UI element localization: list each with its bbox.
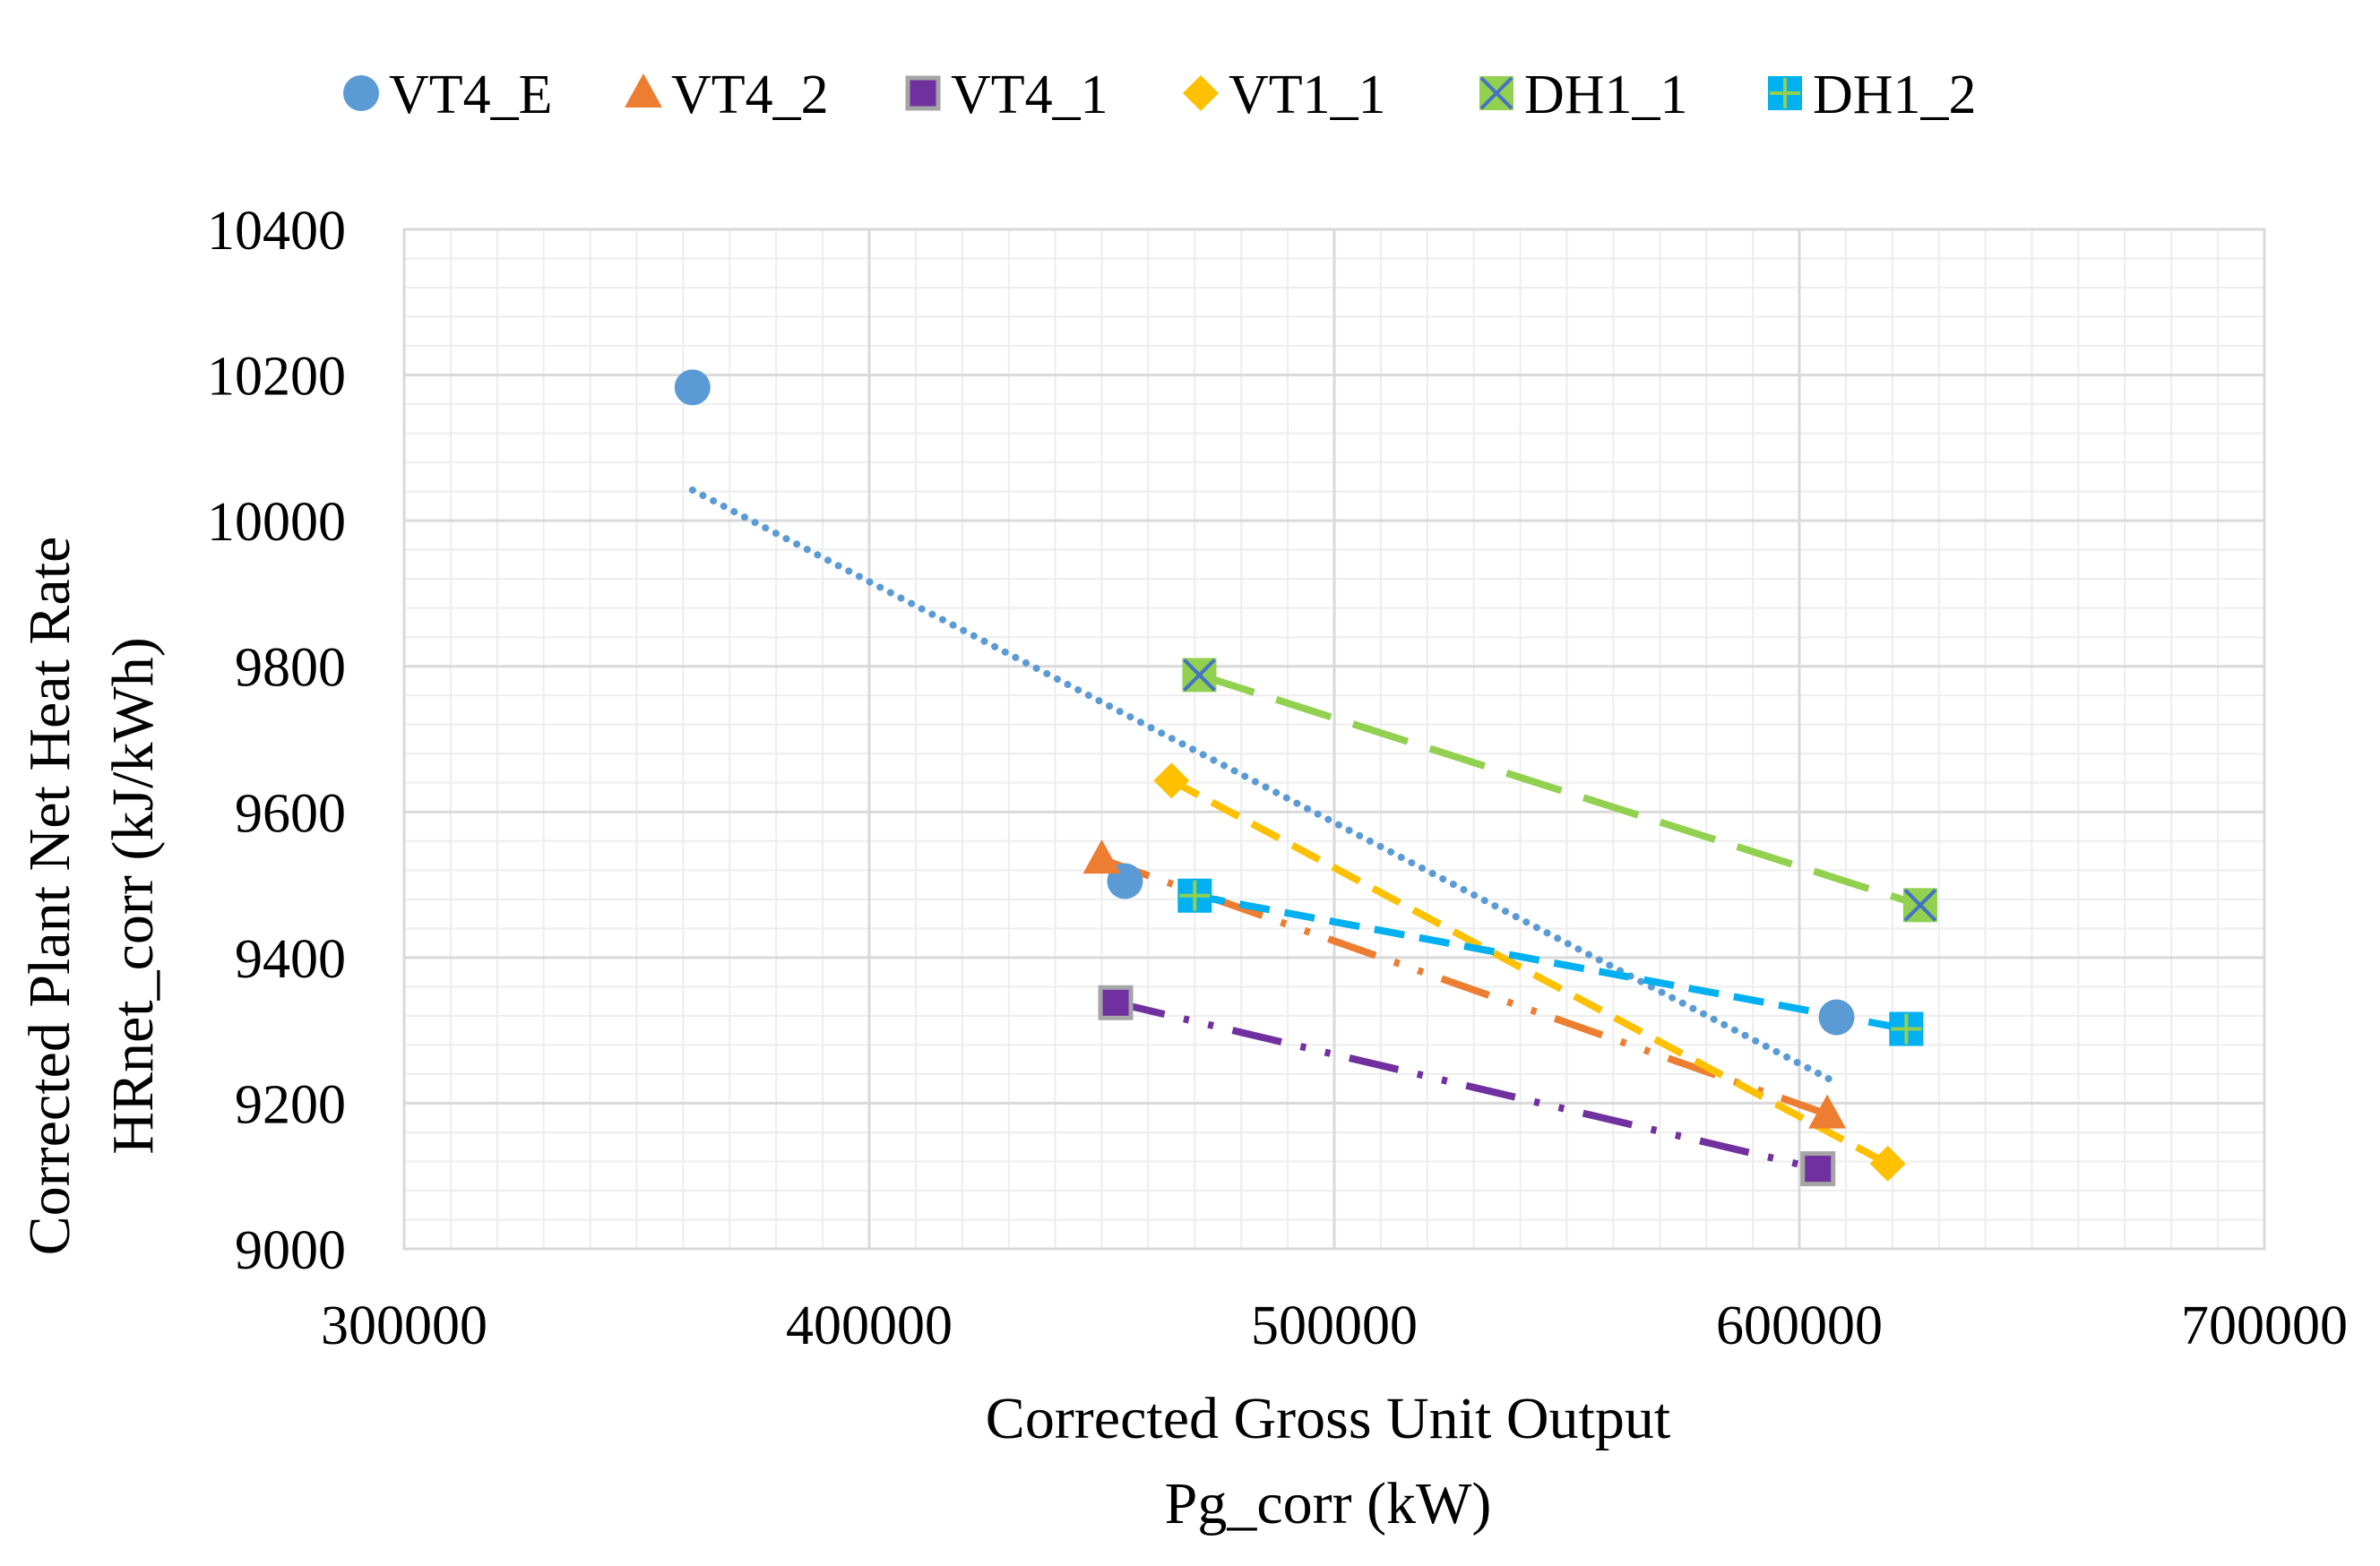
x-tick-label: 300000 [321,1295,487,1356]
plot-area-frame [402,228,2266,1251]
y-tick-label: 10000 [207,492,346,553]
trendline-vt4-e [688,486,1841,1087]
data-point-dh1-1 [1902,888,1937,923]
data-point-vt4-e [1818,999,1855,1036]
legend-marker [905,75,941,111]
legend-marker [1768,76,1802,110]
data-point-dh1-2 [1889,1011,1924,1046]
data-point-vt1-1 [1153,762,1190,799]
legend-item-vt4-e: VT4_E [343,65,553,125]
legend-item-vt4-2: VT4_2 [625,65,829,125]
legend-label: VT1_1 [1229,65,1386,125]
y-tick-label: 10200 [207,347,346,408]
trendline-vt4-1 [1115,999,1819,1173]
y-tick-label: 9400 [235,929,346,990]
y-axis-tick-labels: 9000 9200 9400 9600 9800 10000 10200 10400 [207,201,346,1281]
trendline-vt1-1 [1169,777,1890,1167]
x-tick-label: 500000 [1251,1295,1418,1356]
legend-label: VT4_E [389,65,553,125]
legend-marker [1183,75,1219,111]
y-tick-label: 9200 [235,1074,346,1135]
data-point-vt1-1 [1869,1145,1906,1182]
legend-item-dh1-1: DH1_1 [1479,65,1688,125]
trendline-dh1-1 [1198,671,1922,909]
data-point-vt4-1 [1800,1151,1836,1187]
legend: VT4_E VT4_2 VT4_1 VT1_1 DH1_1 DH1_2 [343,65,1977,125]
y-tick-label: 10400 [207,201,346,262]
data-point-vt4-e [674,369,711,406]
data-point-dh1-2 [1177,878,1212,913]
data-points [674,369,1937,1187]
marker-cross-b [1479,76,1513,110]
trendlines [688,486,1922,1173]
legend-item-vt1-1: VT1_1 [1183,65,1386,125]
legend-label: DH1_1 [1524,65,1688,125]
y-axis-title: Corrected Plant Net Heat Rate [17,537,82,1256]
data-point-dh1-1 [1182,658,1217,693]
legend-item-vt4-1: VT4_1 [905,65,1108,125]
marker-cross-b [1903,888,1937,922]
y-axis-subtitle: HRnet_corr (kJ/kWh) [100,637,166,1154]
data-point-vt4-2 [1808,1094,1847,1129]
marker-cross-b [1183,658,1216,692]
y-tick-label: 9800 [235,638,346,699]
legend-marker [1479,76,1513,110]
x-axis-title: Corrected Gross Unit Output [986,1386,1670,1451]
legend-marker [625,73,662,108]
x-axis-tick-labels: 300000 400000 500000 600000 700000 [321,1295,2348,1356]
y-tick-label: 9600 [235,783,346,844]
legend-label: DH1_2 [1813,65,1977,125]
x-tick-label: 700000 [2181,1295,2348,1356]
legend-marker [343,75,379,111]
y-tick-label: 9000 [235,1220,346,1281]
x-tick-label: 400000 [786,1295,953,1356]
data-point-vt4-1 [1098,985,1134,1020]
legend-label: VT4_1 [951,65,1108,125]
data-point-vt4-2 [1082,839,1121,874]
x-axis-subtitle: Pg_corr (kW) [1165,1471,1492,1536]
legend-item-dh1-2: DH1_2 [1768,65,1977,125]
legend-label: VT4_2 [671,65,829,125]
trendline-dh1-2 [1194,891,1908,1033]
x-tick-label: 600000 [1716,1295,1883,1356]
